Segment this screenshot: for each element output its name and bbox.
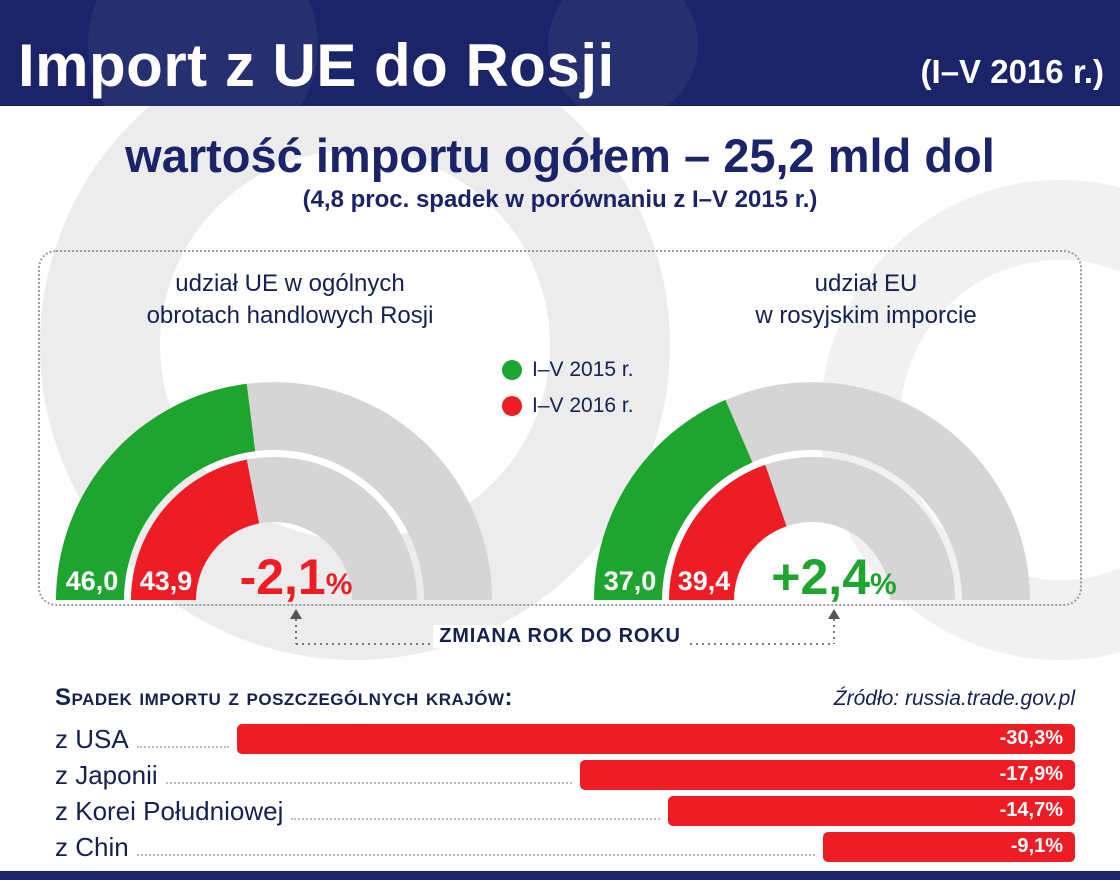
bar: -14,7% <box>668 795 1075 826</box>
bar-value: -17,9% <box>999 763 1063 786</box>
legend-label: I–V 2015 r. <box>532 357 634 381</box>
bottom-section-header: Spadek importu z poszczególnych krajów: … <box>55 684 1075 712</box>
bar-row: z Chin -9,1% <box>55 831 1075 862</box>
legend-color-dot <box>502 359 522 380</box>
source-note: Źródło: russia.trade.gov.pl <box>833 686 1075 710</box>
headline-total-import: wartość importu ogółem – 25,2 mld dol <box>125 129 995 182</box>
bar-label: z Chin <box>55 831 129 862</box>
bar: -17,9% <box>580 759 1075 790</box>
gauge-title-line: w rosyjskim imporcie <box>755 301 977 329</box>
header-bar: Import z UE do Rosji (I–V 2016 r.) <box>0 0 1120 106</box>
section-title: Spadek importu z poszczególnych krajów: <box>55 683 514 711</box>
headline-subtitle: (4,8 proc. spadek w porównaniu z I–V 201… <box>302 186 818 214</box>
gauge-eu-import-share: 37,0 39,4 +2,4% <box>592 380 1032 602</box>
gauge-value-2016: 39,4 <box>677 565 731 596</box>
page-title: Import z UE do Rosji <box>18 32 615 99</box>
gauges-panel: udział UE w ogólnych obrotach handlowych… <box>38 249 1082 606</box>
legend-item: I–V 2015 r. <box>502 358 634 382</box>
gauge-title-right: udział EU w rosyjskim imporcie <box>651 268 1081 333</box>
gauge-title-line: obrotach handlowych Rosji <box>146 301 434 329</box>
header-period: (I–V 2016 r.) <box>920 53 1104 90</box>
bar-leader-line <box>165 781 572 784</box>
gauge-title-line: udział UE w ogólnych <box>175 269 405 297</box>
gauge-change-value: +2,4% <box>771 548 897 605</box>
gauge-title-line: udział EU <box>814 269 918 297</box>
change-note-zone: ZMIANA ROK DO ROKU <box>0 606 1120 666</box>
gauge-change-value: -2,1% <box>239 548 353 605</box>
legend-color-dot <box>502 395 522 416</box>
bar-value: -30,3% <box>999 727 1063 750</box>
footer-strip <box>0 871 1120 880</box>
gauge-eu-trade-share: 46,0 43,9 -2,1% <box>54 380 494 602</box>
bar-row: z USA -30,3% <box>55 723 1075 754</box>
bars-chart: z USA -30,3% z Japonii -17,9% z Korei Połudn… <box>55 723 1075 862</box>
gauge-value-2015: 46,0 <box>65 565 119 596</box>
bar-leader-line <box>291 817 660 820</box>
bar: -30,3% <box>237 723 1075 754</box>
bar-value: -9,1% <box>1010 835 1063 858</box>
bar-label: z Japonii <box>55 759 158 790</box>
gauge-value-2015: 37,0 <box>603 565 657 596</box>
bar-leader-line <box>136 853 815 856</box>
bar-leader-line <box>136 745 229 748</box>
bar: -9,1% <box>823 831 1075 862</box>
bar-row: z Korei Południowej -14,7% <box>55 795 1075 826</box>
bar-value: -14,7% <box>999 799 1063 822</box>
bar-row: z Japonii -17,9% <box>55 759 1075 790</box>
bar-label: z Korei Południowej <box>55 795 284 826</box>
gauge-value-2016: 43,9 <box>139 565 193 596</box>
change-note-label: ZMIANA ROK DO ROKU <box>433 624 687 648</box>
gauge-title-left: udział UE w ogólnych obrotach handlowych… <box>60 268 520 333</box>
bar-label: z USA <box>55 723 129 754</box>
